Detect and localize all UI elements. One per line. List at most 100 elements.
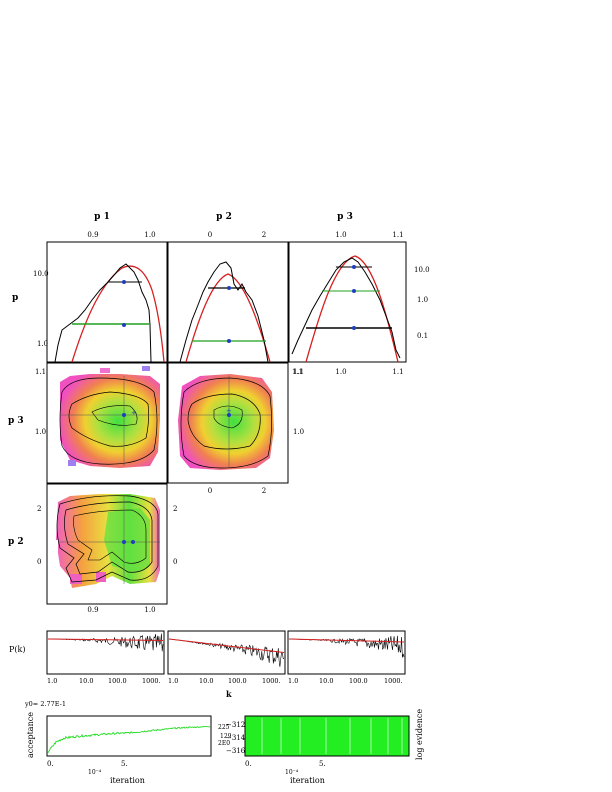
- tick-label: 1.0: [417, 296, 428, 304]
- pk-panel-1: [46, 630, 165, 675]
- tick-label: 1.0: [168, 677, 178, 685]
- tick-label: 5.: [121, 760, 128, 768]
- marginal-panel-p1: 10.0 1.0: [33, 241, 168, 363]
- peak-point: [131, 540, 135, 544]
- tick-label: 2: [173, 505, 177, 513]
- tick-label: 0.: [47, 760, 54, 768]
- row-label-p2: p 2: [8, 537, 24, 547]
- tick-label: 10.0: [414, 266, 430, 274]
- peak-point: [122, 540, 126, 544]
- marginal-curve: [291, 257, 401, 359]
- acceptance-ylabel: acceptance: [26, 712, 35, 758]
- tick-label: 0.1: [417, 332, 428, 340]
- column-title-p2: p 2: [216, 212, 232, 222]
- heatmap-region: [60, 374, 160, 468]
- evidence-x-scale: 10⁻⁴: [285, 769, 299, 776]
- tick-label: 1000.: [262, 677, 281, 685]
- tick-label: 1.0: [288, 677, 298, 685]
- heatmap-cell: [96, 572, 106, 582]
- evidence-ylabel: log evidence: [415, 709, 424, 760]
- tick-label: 1.1: [392, 231, 403, 239]
- contour-inner: [73, 509, 147, 564]
- tick-label: 100.0: [108, 677, 127, 685]
- tick-label: 100.0: [349, 677, 368, 685]
- marginal-panel-p2: [167, 241, 289, 363]
- peak-point: [227, 286, 231, 290]
- evidence-y-overlap: 2E0: [218, 740, 230, 747]
- mean-marker: +: [131, 409, 137, 417]
- pk-panel-3: [287, 630, 406, 675]
- power-spectrum-panels: [46, 630, 406, 675]
- heatmap-region: [178, 374, 274, 470]
- marginal-curve: [54, 263, 152, 363]
- tick-label: 10.0: [33, 270, 49, 278]
- tick-label: −312: [226, 721, 245, 729]
- peak-point: [352, 265, 356, 269]
- tick-label: 0.: [245, 760, 252, 768]
- heatmap-cell: [142, 366, 150, 371]
- heatmap-cell: [50, 540, 58, 552]
- tick-label: 10.0: [319, 677, 333, 685]
- heatmap-cell: [68, 460, 76, 466]
- column-title-p1: p 1: [94, 212, 110, 222]
- contour-inner: [213, 405, 243, 429]
- tick-label: 1.0: [144, 606, 155, 614]
- contour-95: [180, 377, 272, 469]
- tick-label: 1.1: [392, 368, 403, 376]
- evidence-spikes: [261, 718, 403, 754]
- pk-xlabel: k: [226, 689, 232, 699]
- row-label-p3: p 3: [8, 416, 24, 426]
- tick-label: 0: [37, 558, 41, 566]
- contour-68: [64, 501, 153, 575]
- tick-label: 1.1: [293, 368, 304, 376]
- gaussian-fit-curve: [185, 273, 271, 363]
- acceptance-x-scale: 10⁻⁴: [88, 769, 102, 776]
- tick-label: 1.0: [47, 677, 57, 685]
- tick-label: 100.0: [228, 677, 247, 685]
- evidence-y-overlap: 225: [218, 724, 230, 731]
- tick-label: 1.0: [144, 231, 155, 239]
- peak-point: [227, 413, 231, 417]
- tick-label: 1000.: [384, 677, 403, 685]
- tick-label: 1.1: [35, 368, 46, 376]
- heatmap-region-core: [104, 508, 150, 572]
- pk-fit-2: [168, 638, 285, 653]
- tick-label: 10.0: [199, 677, 213, 685]
- tick-label: −314: [226, 734, 246, 742]
- tick-label: 2: [37, 505, 41, 513]
- contour-68: [68, 391, 150, 447]
- peak-point: [122, 323, 126, 327]
- tick-label: 1.0: [293, 428, 304, 436]
- column-title-p3: p 3: [337, 212, 353, 222]
- evidence-xlabel: iteration: [290, 776, 325, 785]
- acceptance-xlabel: iteration: [110, 776, 145, 785]
- acceptance-y0-label: y0= 2.77E-1: [24, 700, 66, 708]
- tick-label: 1.0: [335, 368, 346, 376]
- contour-inner: [91, 405, 138, 426]
- peak-point: [352, 326, 356, 330]
- pk-x-ticks: 1.0 10.0 100.0 1000. 1.0 10.0 100.0 1000…: [47, 677, 403, 685]
- tick-label: 2: [262, 231, 266, 239]
- acceptance-panel: [46, 715, 212, 757]
- evidence-panel: [244, 715, 410, 757]
- peak-point: [227, 339, 231, 343]
- pk-ylabel: P(k): [9, 645, 25, 654]
- row-label-p: p: [12, 293, 18, 303]
- heatmap-cell: [70, 574, 82, 584]
- peak-point: [122, 280, 126, 284]
- contour-95: [56, 495, 159, 583]
- contour-95: [59, 377, 158, 465]
- tick-label: 2: [262, 487, 266, 495]
- tick-label: 1.0: [37, 340, 48, 348]
- tick-label: 1.1: [292, 368, 303, 376]
- marginal-panel-p3: 10.0 1.0 0.1 1.1 1.0 1.1: [288, 241, 430, 376]
- acceptance-trace: [47, 725, 211, 753]
- pk-fit-1: [47, 638, 164, 641]
- tick-label: 10.0: [79, 677, 93, 685]
- tick-label: 1000.: [142, 677, 161, 685]
- gaussian-fit-curve: [71, 265, 165, 363]
- contour-68: [187, 393, 261, 450]
- joint-panel-p2-p3: 1.1 1.0 0 2 +: [167, 362, 304, 495]
- tick-label: −316: [226, 747, 246, 755]
